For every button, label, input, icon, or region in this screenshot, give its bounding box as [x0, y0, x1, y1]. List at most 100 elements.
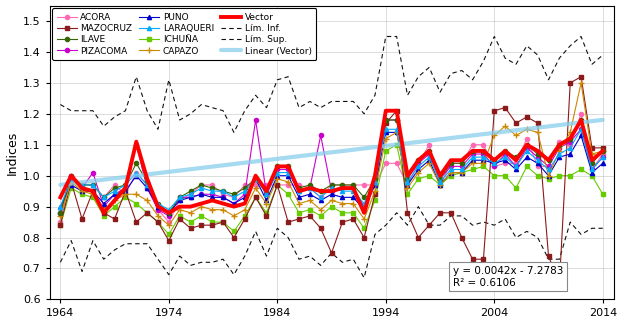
PIZACOMA — [588, 168, 596, 171]
PUNO — [57, 205, 64, 209]
PIZACOMA — [241, 192, 248, 196]
Line: PUNO: PUNO — [58, 130, 605, 215]
Lím. Inf. — [57, 260, 64, 264]
ACORA — [599, 152, 607, 156]
Line: Vector: Vector — [61, 111, 603, 213]
ICHUÑA — [165, 233, 173, 237]
CAPAZO — [57, 214, 64, 218]
Lím. Inf. — [436, 223, 444, 227]
Lím. Inf. — [230, 273, 238, 277]
Lím. Inf. — [599, 226, 607, 230]
LARAQUERI — [230, 195, 238, 199]
Linear (Vector) — [57, 183, 64, 187]
PIZACOMA — [165, 214, 173, 218]
PIZACOMA — [230, 202, 238, 205]
PUNO — [382, 131, 389, 134]
ICHUÑA — [436, 183, 444, 187]
Vector — [599, 149, 607, 153]
Lím. Inf. — [414, 205, 422, 209]
MAZOCRUZ — [230, 236, 238, 239]
ILAVE — [458, 161, 466, 165]
PIZACOMA — [57, 211, 64, 215]
Vector — [436, 174, 444, 178]
Line: MAZOCRUZ: MAZOCRUZ — [58, 75, 605, 286]
Lím. Sup. — [382, 35, 389, 39]
Linear (Vector) — [599, 118, 607, 122]
Lím. Inf. — [469, 223, 476, 227]
Vector — [57, 195, 64, 199]
Line: LARAQUERI: LARAQUERI — [58, 127, 605, 212]
ACORA — [230, 195, 238, 199]
MAZOCRUZ — [176, 217, 183, 221]
ILAVE — [382, 118, 389, 122]
Lím. Sup. — [57, 103, 64, 107]
PUNO — [469, 158, 476, 162]
ACORA — [577, 112, 585, 116]
PUNO — [599, 161, 607, 165]
LARAQUERI — [165, 208, 173, 212]
LARAQUERI — [241, 189, 248, 193]
Lím. Sup. — [469, 78, 476, 82]
Text: y = 0.0042x - 7.2783
R² = 0.6106: y = 0.0042x - 7.2783 R² = 0.6106 — [453, 266, 563, 288]
Vector — [588, 158, 596, 162]
Lím. Sup. — [219, 109, 227, 113]
Linear (Vector) — [176, 168, 183, 172]
ILAVE — [219, 189, 227, 193]
ICHUÑA — [230, 229, 238, 233]
CAPAZO — [458, 171, 466, 175]
CAPAZO — [577, 81, 585, 85]
Lím. Inf. — [361, 276, 368, 280]
ICHUÑA — [469, 168, 476, 171]
PUNO — [241, 195, 248, 199]
Line: CAPAZO: CAPAZO — [57, 80, 605, 228]
MAZOCRUZ — [219, 220, 227, 224]
ACORA — [219, 192, 227, 196]
ACORA — [414, 161, 422, 165]
ACORA — [588, 168, 596, 171]
PUNO — [187, 195, 194, 199]
ICHUÑA — [241, 214, 248, 218]
Linear (Vector) — [230, 162, 238, 166]
LARAQUERI — [599, 155, 607, 159]
CAPAZO — [588, 152, 596, 156]
ACORA — [176, 199, 183, 202]
ILAVE — [57, 211, 64, 215]
ILAVE — [230, 192, 238, 196]
PUNO — [230, 202, 238, 205]
PIZACOMA — [599, 155, 607, 159]
CAPAZO — [230, 214, 238, 218]
CAPAZO — [187, 211, 194, 215]
LARAQUERI — [588, 168, 596, 171]
Lím. Inf. — [219, 257, 227, 261]
Vector — [100, 211, 107, 215]
Line: Lím. Sup.: Lím. Sup. — [61, 37, 603, 133]
MAZOCRUZ — [577, 75, 585, 79]
Line: Linear (Vector): Linear (Vector) — [61, 120, 603, 185]
ILAVE — [599, 149, 607, 153]
CAPAZO — [426, 161, 433, 165]
Lím. Sup. — [588, 63, 596, 66]
Line: ICHUÑA: ICHUÑA — [58, 143, 605, 237]
ACORA — [447, 161, 455, 165]
CAPAZO — [165, 223, 173, 227]
Lím. Inf. — [588, 226, 596, 230]
ICHUÑA — [599, 192, 607, 196]
Line: ACORA: ACORA — [58, 112, 605, 224]
LARAQUERI — [382, 127, 389, 131]
MAZOCRUZ — [599, 146, 607, 150]
ICHUÑA — [57, 223, 64, 227]
MAZOCRUZ — [447, 211, 455, 215]
CAPAZO — [241, 208, 248, 212]
LARAQUERI — [436, 180, 444, 184]
Legend: ACORA, MAZOCRUZ, ILAVE, PIZACOMA, PUNO, LARAQUERI, ICHUÑA, CAPAZO, Vector, Lím. : ACORA, MAZOCRUZ, ILAVE, PIZACOMA, PUNO, … — [52, 8, 316, 60]
ILAVE — [426, 149, 433, 153]
Lím. Sup. — [230, 131, 238, 134]
Lím. Sup. — [599, 53, 607, 57]
Lím. Sup. — [241, 109, 248, 113]
PUNO — [588, 171, 596, 175]
Linear (Vector) — [447, 136, 455, 140]
Lím. Sup. — [176, 118, 183, 122]
CAPAZO — [599, 149, 607, 153]
PIZACOMA — [436, 177, 444, 181]
MAZOCRUZ — [588, 146, 596, 150]
